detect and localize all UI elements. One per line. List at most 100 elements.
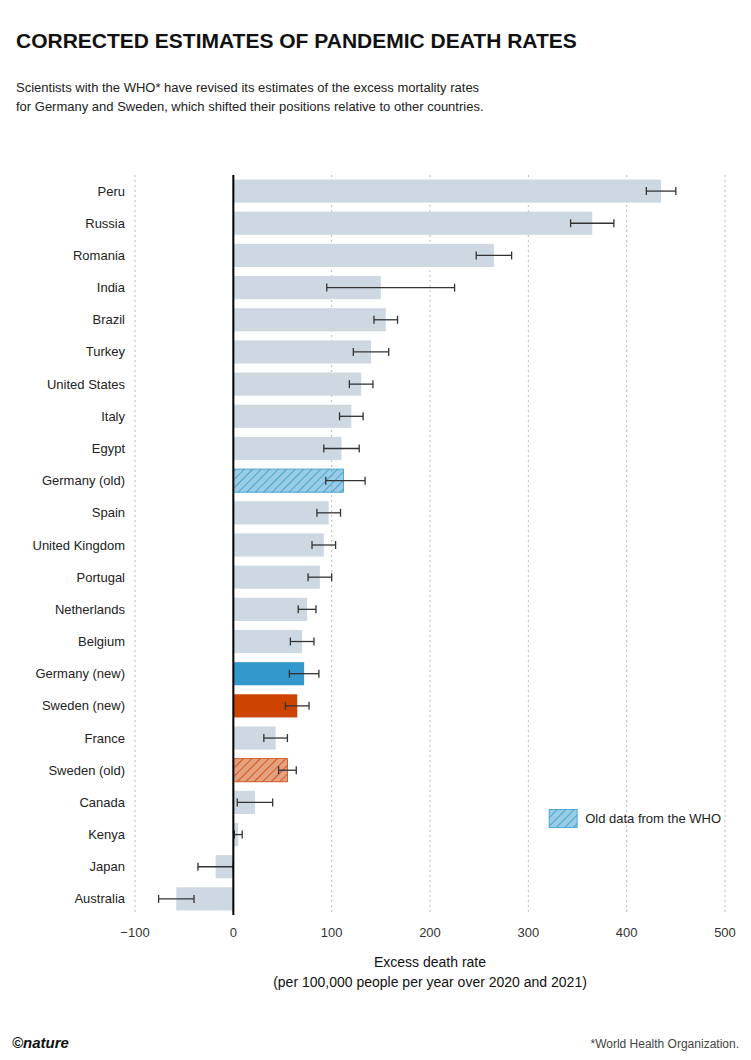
y-tick-label: Spain	[92, 505, 125, 520]
error-bar-cap	[285, 702, 286, 710]
error-bar-line	[264, 737, 288, 738]
error-bar	[349, 380, 373, 388]
error-bar-cap	[372, 380, 373, 388]
error-bar-cap	[675, 187, 676, 195]
error-bar-line	[289, 673, 319, 674]
bars	[176, 180, 661, 911]
error-bar-line	[234, 834, 242, 835]
error-bar-cap	[349, 380, 350, 388]
y-tick-label: Sweden (new)	[42, 698, 125, 713]
error-bar-cap	[331, 573, 332, 581]
error-bar-cap	[272, 798, 273, 806]
y-tick-label: Romania	[73, 248, 126, 263]
error-bar-line	[317, 512, 341, 513]
error-bar	[327, 284, 455, 292]
grid	[135, 175, 725, 915]
error-bar-cap	[318, 670, 319, 678]
error-bar	[476, 251, 511, 259]
error-bar-cap	[646, 187, 647, 195]
grid-line	[135, 175, 136, 915]
y-tick-label: India	[97, 280, 126, 295]
y-tick-label: Russia	[85, 216, 126, 231]
y-tick-label: Egypt	[92, 441, 126, 456]
x-axis-label: (per 100,000 people per year over 2020 a…	[273, 974, 587, 990]
x-tick-label: −100	[120, 925, 149, 940]
y-tick-label: Belgium	[78, 634, 125, 649]
title: CORRECTED ESTIMATES OF PANDEMIC DEATH RA…	[16, 29, 577, 52]
error-bar	[285, 702, 309, 710]
bar	[233, 598, 307, 621]
error-bar-cap	[325, 477, 326, 485]
error-bar-cap	[197, 863, 198, 871]
error-bar	[264, 734, 288, 742]
error-bar-cap	[353, 348, 354, 356]
error-bar-cap	[289, 670, 290, 678]
footer-brand: ©nature	[12, 1034, 69, 1051]
error-bar-line	[324, 448, 359, 449]
y-tick-label: Netherlands	[55, 602, 126, 617]
zero-line	[232, 175, 234, 915]
error-bar	[646, 187, 676, 195]
grid-line	[626, 175, 627, 915]
error-bar-cap	[263, 734, 264, 742]
error-bar-line	[298, 609, 316, 610]
error-bar-cap	[340, 509, 341, 517]
error-bar	[234, 831, 242, 839]
error-bar-cap	[511, 251, 512, 259]
error-bar-cap	[476, 251, 477, 259]
x-tick-label: 400	[616, 925, 638, 940]
error-bar	[198, 863, 233, 871]
error-bar-line	[353, 351, 388, 352]
error-bars	[159, 187, 676, 903]
error-bar-cap	[323, 444, 324, 452]
error-bar-line	[374, 319, 398, 320]
grid-line	[725, 175, 726, 915]
y-tick-label: Canada	[79, 795, 125, 810]
error-bar-cap	[613, 219, 614, 227]
error-bar-line	[476, 255, 511, 256]
bar	[233, 501, 328, 524]
bar	[233, 340, 371, 363]
error-bar-cap	[298, 605, 299, 613]
bar	[233, 373, 361, 396]
y-tick-label: United Kingdom	[33, 538, 126, 553]
error-bar	[312, 541, 336, 549]
error-bar	[290, 638, 314, 646]
error-bar	[159, 895, 194, 903]
bar	[233, 405, 351, 428]
y-tick-label: France	[85, 731, 125, 746]
error-bar-cap	[316, 509, 317, 517]
error-bar	[279, 766, 297, 774]
error-bar-line	[159, 898, 194, 899]
error-bar-cap	[364, 477, 365, 485]
y-tick-label: Brazil	[92, 312, 125, 327]
error-bar-line	[237, 802, 272, 803]
y-tick-label: Italy	[101, 409, 125, 424]
error-bar-line	[285, 705, 309, 706]
error-bar-cap	[308, 702, 309, 710]
y-tick-label: Kenya	[88, 827, 126, 842]
bar	[233, 212, 592, 235]
bar	[233, 308, 385, 331]
error-bar-line	[571, 223, 614, 224]
error-bar-cap	[313, 638, 314, 646]
y-tick-label: Australia	[74, 891, 125, 906]
grid-line	[528, 175, 529, 915]
error-bar	[324, 444, 359, 452]
error-bar-cap	[359, 444, 360, 452]
legend-label: Old data from the WHO	[585, 811, 721, 826]
error-bar-cap	[237, 798, 238, 806]
subtitle: for Germany and Sweden, which shifted th…	[16, 99, 484, 114]
bar	[233, 180, 661, 203]
chart: CORRECTED ESTIMATES OF PANDEMIC DEATH RA…	[0, 0, 751, 1060]
footer-note: *World Health Organization.	[590, 1037, 739, 1051]
y-tick-label: Sweden (old)	[48, 763, 125, 778]
error-bar-cap	[307, 573, 308, 581]
error-bar-cap	[570, 219, 571, 227]
error-bar-cap	[326, 284, 327, 292]
error-bar-line	[312, 544, 336, 545]
error-bar-cap	[339, 412, 340, 420]
error-bar-line	[198, 866, 233, 867]
bar	[233, 566, 320, 589]
x-tick-label: 500	[714, 925, 736, 940]
